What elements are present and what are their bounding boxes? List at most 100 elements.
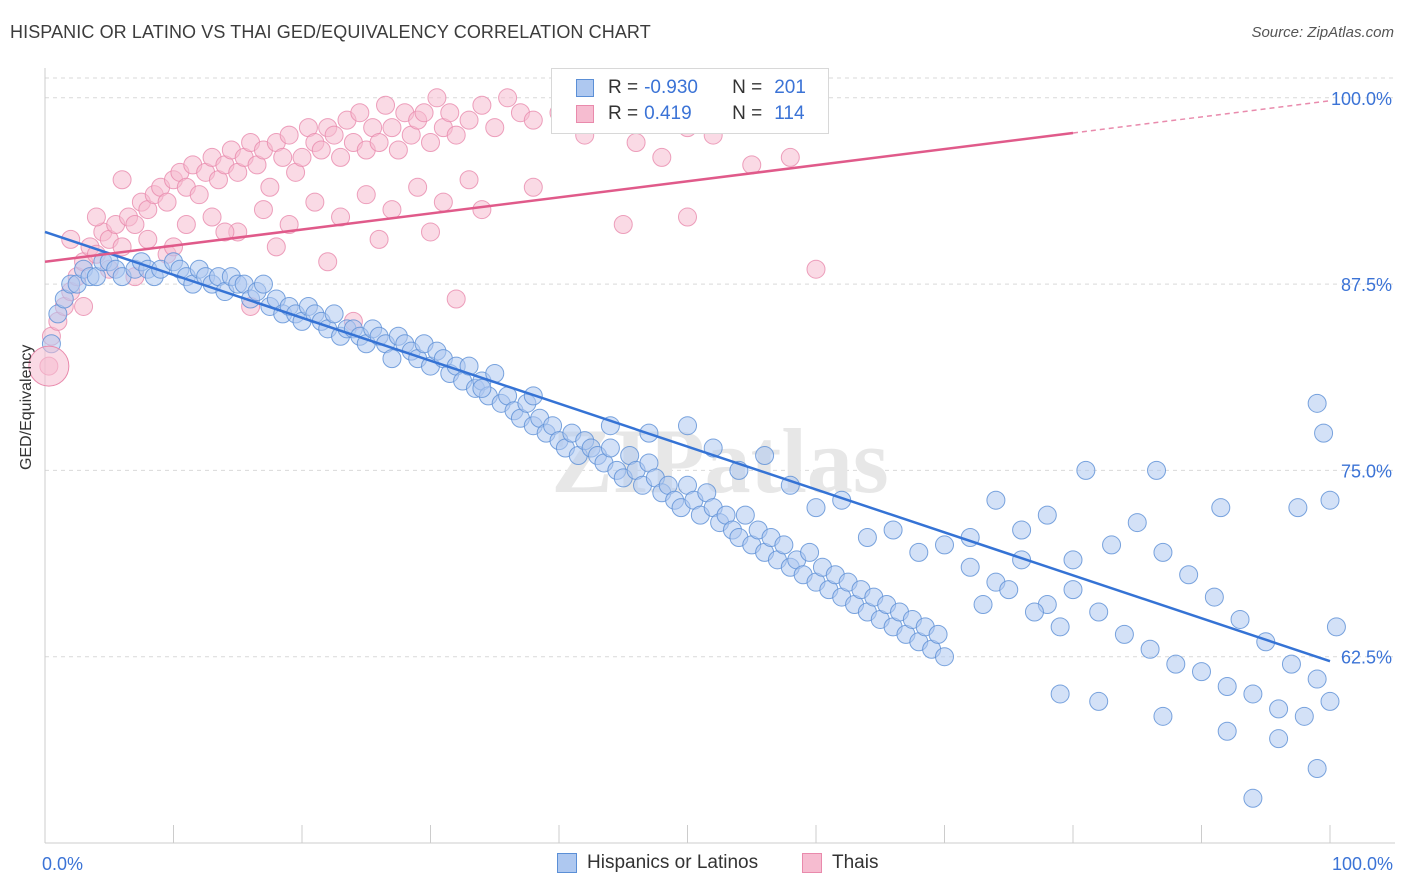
legend-r-value: -0.930 [644, 77, 698, 98]
correlation-legend: R = -0.930 N = 201 R = 0.419 N = 114 [551, 68, 829, 134]
thai-point [421, 133, 440, 153]
hispanic-point [1102, 535, 1122, 555]
thai-point [376, 95, 396, 115]
y-tick-label: 62.5% [1341, 648, 1392, 668]
thai-point [266, 237, 286, 257]
hispanic-point [909, 542, 929, 562]
hispanic-point [1153, 706, 1173, 726]
hispanic-point [857, 527, 877, 547]
thai-point [459, 110, 479, 130]
hispanic-point [1089, 691, 1109, 711]
thai-point [523, 177, 543, 197]
hispanic-point [1037, 505, 1057, 525]
thai-point [427, 88, 447, 108]
y-tick-label: 87.5% [1341, 275, 1392, 295]
hispanic-point [1320, 490, 1340, 510]
thai-point [356, 185, 376, 205]
hispanic-point [1314, 423, 1334, 443]
hispanic-point [935, 647, 954, 667]
hispanic-point [1179, 565, 1199, 585]
legend-n-label: N = [732, 77, 763, 98]
legend-item-hispanics[interactable]: Hispanics or Latinos [557, 852, 758, 874]
thai-point [433, 192, 453, 212]
thai-point [279, 125, 299, 145]
legend-swatch-blue [576, 79, 594, 97]
thai-point [215, 222, 235, 242]
hispanic-point [973, 595, 993, 615]
hispanic-point [1127, 513, 1147, 533]
thai-point [318, 252, 338, 272]
hispanic-point [1024, 602, 1044, 622]
legend-row-thais: R = 0.419 N = 114 [576, 102, 805, 126]
hispanic-point [800, 542, 820, 562]
thai-point [472, 95, 492, 115]
hispanic-point [1166, 654, 1186, 674]
y-tick-label: 100.0% [1331, 89, 1392, 109]
thai-trendline-extension [1072, 100, 1331, 134]
hispanic-trendline [44, 230, 1331, 663]
thai-point [626, 133, 646, 153]
thai-point [331, 147, 351, 167]
hispanic-point [1294, 706, 1314, 726]
hispanic-point [382, 349, 402, 369]
x-tick-label-max: 100.0% [1332, 854, 1393, 874]
hispanic-point [883, 520, 903, 540]
thai-point [523, 110, 543, 130]
hispanic-point [1063, 550, 1083, 570]
thai-point [74, 296, 94, 316]
hispanic-point [600, 438, 620, 458]
thai-point [157, 192, 177, 212]
legend-item-thais[interactable]: Thais [802, 852, 878, 874]
hispanic-point [1114, 624, 1134, 644]
hispanic-point [324, 304, 344, 324]
thai-trendline [44, 131, 1074, 263]
hispanic-point [986, 490, 1006, 510]
hispanic-point [1147, 460, 1167, 480]
thai-point [253, 200, 273, 220]
hispanic-point [678, 416, 697, 436]
hispanic-point [1089, 602, 1109, 622]
y-axis-title: GED/Equivalency [18, 344, 35, 470]
thai-point [86, 207, 106, 227]
legend-n-label: N = [732, 103, 763, 124]
hispanic-point [1217, 677, 1237, 697]
thai-point [446, 125, 466, 145]
legend-swatch-pink [576, 105, 594, 123]
thai-point [382, 200, 402, 220]
thai-point [382, 118, 402, 138]
legend-n-value: 201 [774, 77, 806, 98]
hispanic-point [1288, 498, 1308, 518]
legend-r-value: 0.419 [644, 103, 692, 124]
legend-r-label: R = [608, 103, 639, 124]
hispanic-point [459, 356, 479, 376]
hispanic-point [472, 378, 492, 398]
hispanic-point [806, 498, 826, 518]
hispanic-point [1140, 639, 1160, 659]
series-legend: Hispanics or Latinos Thais [0, 852, 1406, 876]
hispanic-point [1269, 699, 1289, 719]
hispanic-point [999, 580, 1019, 600]
hispanic-point [1012, 520, 1032, 540]
hispanic-point [1153, 542, 1173, 562]
hispanic-point [735, 505, 755, 525]
source-label: Source: ZipAtlas.com [1251, 24, 1394, 41]
legend-label-thais: Thais [832, 852, 879, 873]
thai-point [279, 214, 299, 234]
hispanic-point [1243, 684, 1263, 704]
thai-point [305, 192, 325, 212]
legend-r-label: R = [608, 77, 639, 98]
thai-point [414, 103, 434, 123]
legend-n-value: 114 [774, 103, 805, 124]
hispanic-point [1326, 617, 1346, 637]
x-tick-label-min: 0.0% [42, 854, 83, 874]
thai-point [440, 103, 460, 123]
hispanic-point [1076, 460, 1096, 480]
hispanic-point [774, 535, 794, 555]
thai-point [388, 140, 408, 160]
thai-point [369, 133, 389, 153]
legend-row-hispanics: R = -0.930 N = 201 [576, 76, 806, 100]
thai-point [472, 200, 492, 220]
hispanic-point [1307, 669, 1327, 689]
thai-point [678, 207, 697, 227]
hispanic-point [1243, 788, 1263, 808]
